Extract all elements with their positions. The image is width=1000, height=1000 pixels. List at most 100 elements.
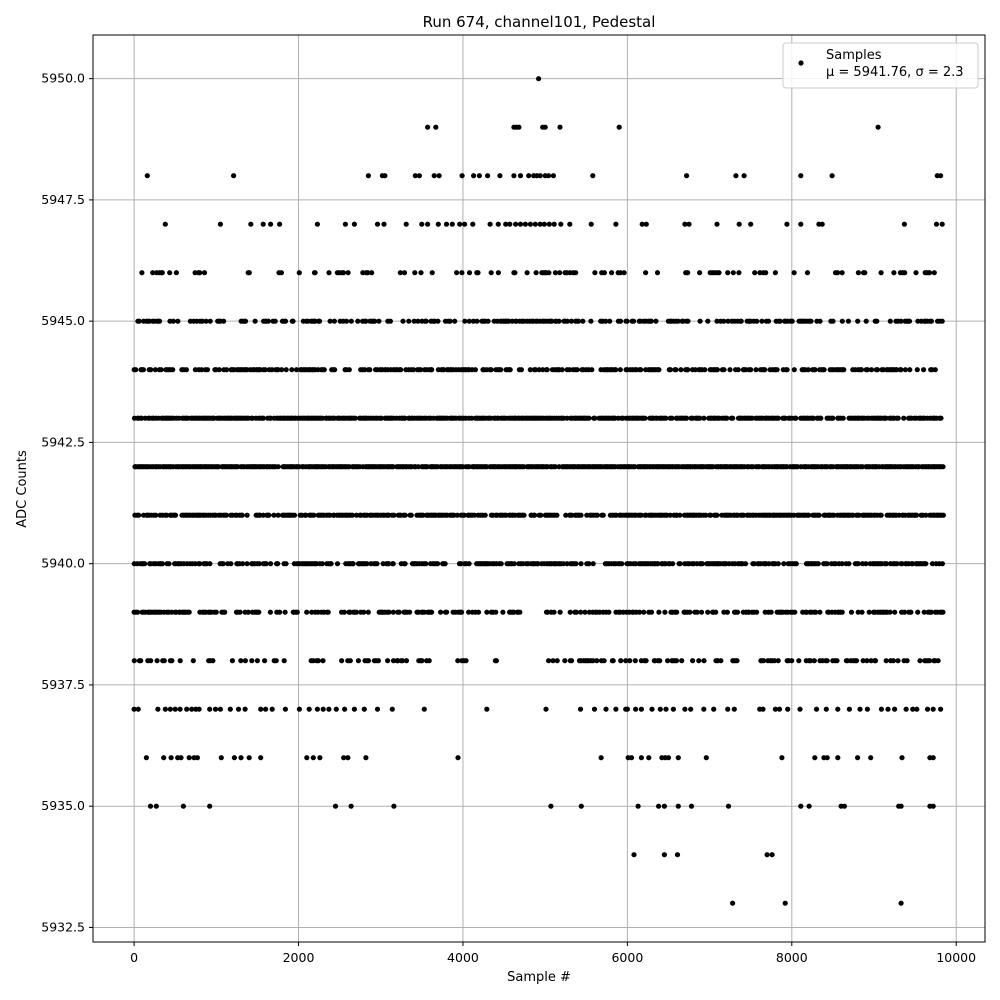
- data-point: [590, 561, 596, 567]
- data-point: [164, 512, 170, 518]
- data-point: [283, 561, 289, 567]
- data-point: [396, 609, 402, 615]
- data-point: [495, 270, 501, 276]
- data-point: [714, 512, 720, 518]
- data-point: [697, 270, 703, 276]
- data-point: [391, 803, 397, 809]
- data-point: [474, 318, 480, 324]
- legend-stats-label: μ = 5941.76, σ = 2.3: [826, 65, 964, 80]
- data-point: [269, 706, 275, 712]
- data-point: [277, 221, 283, 227]
- data-point: [263, 561, 269, 567]
- data-point: [725, 706, 731, 712]
- data-point: [545, 609, 551, 615]
- data-point: [661, 803, 668, 809]
- data-point: [586, 415, 592, 421]
- data-point: [495, 221, 501, 227]
- data-point: [166, 561, 172, 567]
- data-point: [429, 609, 435, 615]
- data-point: [878, 706, 885, 712]
- data-point: [855, 755, 861, 761]
- data-point: [578, 803, 584, 809]
- data-point: [632, 658, 638, 664]
- data-point: [493, 609, 499, 615]
- data-point: [199, 367, 205, 373]
- data-point: [891, 270, 897, 276]
- data-point: [365, 173, 371, 179]
- data-point: [552, 270, 559, 276]
- data-point: [542, 124, 548, 130]
- data-point: [580, 318, 586, 324]
- data-point: [624, 318, 630, 324]
- data-point: [657, 706, 663, 712]
- data-point: [613, 367, 619, 373]
- data-point: [641, 609, 647, 615]
- data-point: [314, 221, 320, 227]
- data-point: [262, 367, 268, 373]
- data-point: [425, 221, 431, 227]
- legend-series-label: Samples: [826, 48, 882, 63]
- data-point: [180, 803, 186, 809]
- data-point: [617, 270, 624, 276]
- data-point: [638, 367, 644, 373]
- data-point: [279, 367, 285, 373]
- data-point: [906, 318, 913, 324]
- data-point: [864, 706, 871, 712]
- data-point: [887, 318, 893, 324]
- data-point: [618, 658, 624, 664]
- data-point: [556, 318, 562, 324]
- data-point: [862, 270, 868, 276]
- data-point: [239, 512, 245, 518]
- data-point: [391, 512, 397, 518]
- data-point: [482, 512, 488, 518]
- data-point: [517, 609, 523, 615]
- data-point: [353, 609, 360, 615]
- data-point: [248, 221, 254, 227]
- data-point: [653, 318, 659, 324]
- data-point: [375, 658, 381, 664]
- data-point: [910, 706, 916, 712]
- data-point: [791, 367, 797, 373]
- data-point: [817, 318, 823, 324]
- data-point: [459, 173, 465, 179]
- data-point: [536, 367, 542, 373]
- data-point: [646, 755, 652, 761]
- data-point: [878, 270, 884, 276]
- data-point: [679, 658, 685, 664]
- data-point: [363, 318, 369, 324]
- data-point: [475, 270, 481, 276]
- data-point: [903, 706, 909, 712]
- data-point: [452, 318, 458, 324]
- data-point: [901, 609, 908, 615]
- data-point: [546, 658, 552, 664]
- data-point: [782, 900, 788, 906]
- data-point: [402, 561, 408, 567]
- data-point: [701, 658, 707, 664]
- data-point: [431, 173, 437, 179]
- data-point: [887, 609, 893, 615]
- data-point: [296, 706, 302, 712]
- data-point: [823, 706, 829, 712]
- data-point: [892, 609, 898, 615]
- data-point: [402, 415, 408, 421]
- data-point: [589, 367, 595, 373]
- data-point: [714, 367, 721, 373]
- data-point: [466, 561, 472, 567]
- data-point: [636, 609, 643, 615]
- data-point: [736, 270, 742, 276]
- data-point: [601, 270, 608, 276]
- y-tick-label: 5947.5: [41, 192, 85, 207]
- data-point: [938, 173, 944, 179]
- data-point: [894, 367, 900, 373]
- data-point: [454, 270, 460, 276]
- data-point: [532, 512, 538, 518]
- data-point: [568, 318, 574, 324]
- data-point: [390, 609, 396, 615]
- data-point: [148, 658, 154, 664]
- data-point: [390, 561, 396, 567]
- data-point: [131, 706, 137, 712]
- data-point: [714, 318, 720, 324]
- data-point: [245, 609, 251, 615]
- x-tick-label: 8000: [776, 950, 808, 965]
- data-point: [830, 415, 836, 421]
